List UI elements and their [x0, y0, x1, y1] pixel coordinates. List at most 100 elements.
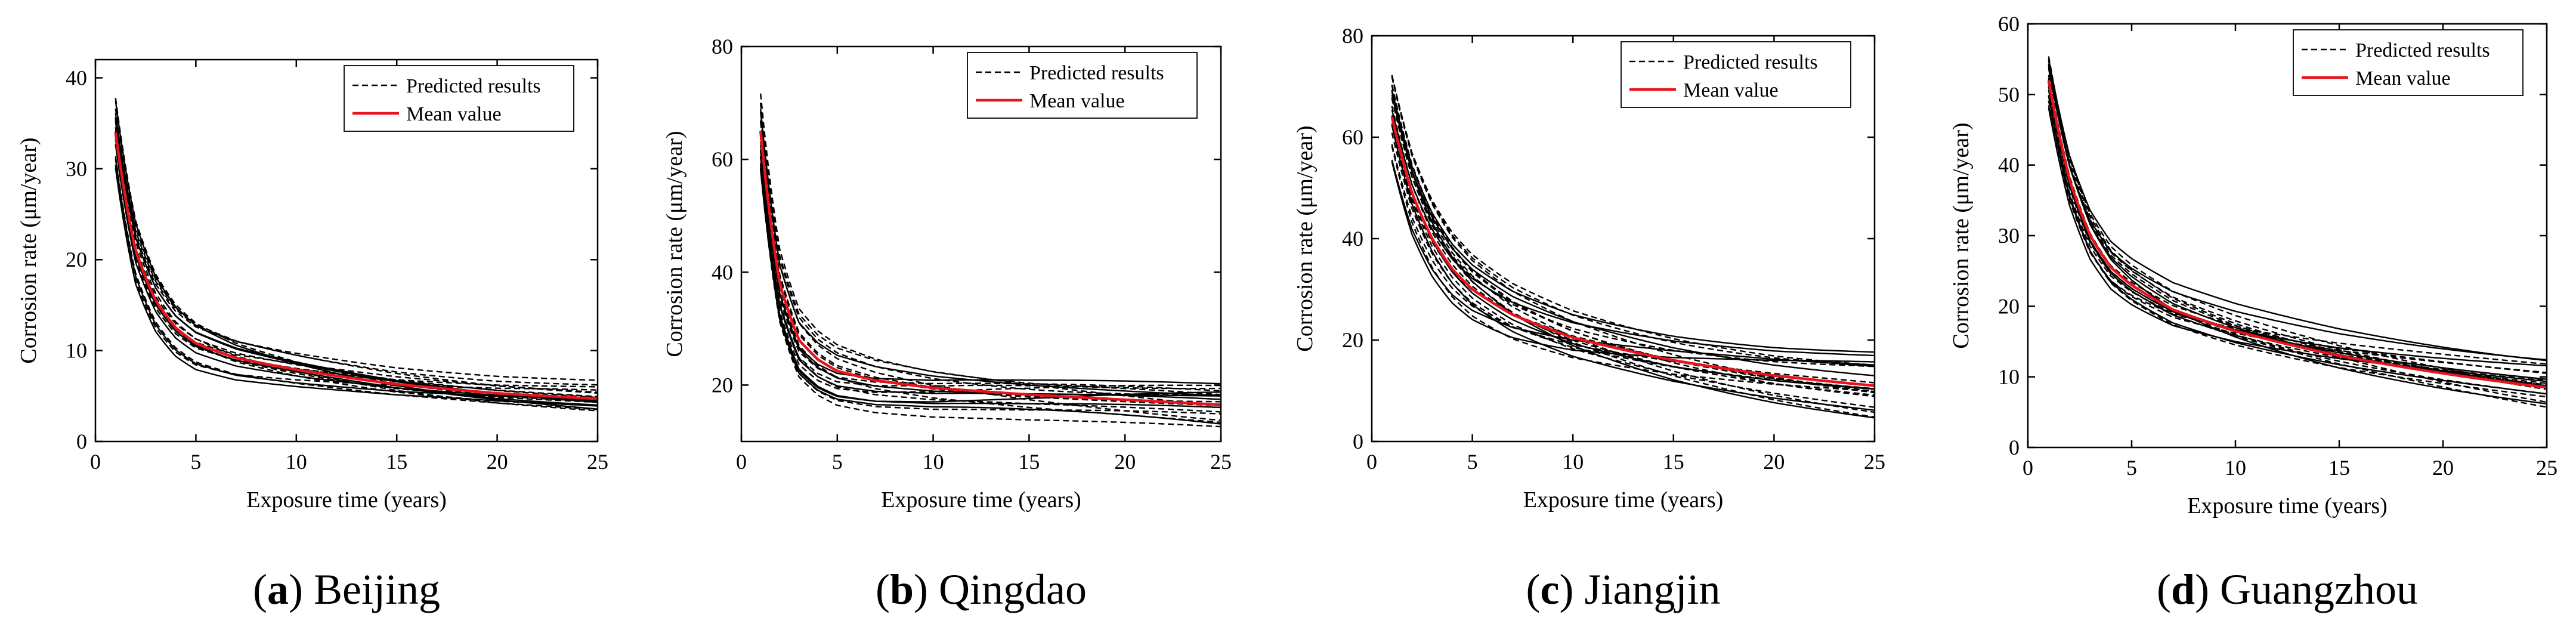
predicted-curve: [760, 156, 1221, 400]
predicted-curve: [1391, 89, 1875, 419]
predicted-curve: [2048, 87, 2547, 387]
x-tick-label: 15: [386, 450, 407, 474]
y-axis-title: Corrosion rate (μm/year): [1292, 125, 1318, 351]
predicted-curve: [1391, 85, 1875, 390]
caption-close-paren: ): [289, 566, 314, 613]
mean-value-curve: [1390, 116, 1875, 387]
caption-open-paren: (: [2157, 566, 2171, 613]
x-tick-label: 15: [1663, 450, 1684, 474]
y-tick-label: 20: [66, 248, 87, 271]
predicted-curves: [760, 93, 1221, 428]
y-tick-label: 40: [1342, 227, 1363, 251]
predicted-curve: [2048, 95, 2547, 374]
x-tick-label: 0: [2023, 456, 2033, 480]
predicted-curve: [1391, 132, 1875, 390]
predicted-curve: [760, 102, 1221, 407]
y-tick-label: 60: [712, 147, 733, 171]
caption-city: Beijing: [314, 566, 440, 613]
predicted-curve: [1391, 94, 1875, 376]
predicted-curve: [2048, 95, 2547, 398]
predicted-curve: [760, 164, 1221, 409]
x-tick-label: 15: [2328, 456, 2350, 480]
y-tick-label: 50: [1998, 82, 2020, 106]
predicted-curve: [760, 168, 1221, 415]
x-tick-label: 20: [1114, 450, 1136, 474]
predicted-curve: [115, 138, 598, 393]
legend: Predicted results Mean value: [1621, 41, 1851, 108]
predicted-curve: [115, 117, 598, 381]
x-tick-label: 0: [736, 450, 747, 474]
y-tick-label: 40: [1998, 153, 2020, 177]
x-tick-label: 25: [1864, 450, 1885, 474]
y-tick-label: 40: [66, 66, 87, 89]
predicted-curve: [1391, 109, 1875, 357]
chart-panel-a: 0 5 10 15 20 25 0 10 20 30 40 Exposure time (years)…: [16, 58, 608, 613]
x-tick-label: 10: [2225, 456, 2246, 480]
predicted-curve: [2048, 107, 2547, 382]
y-tick-label: 10: [66, 339, 87, 363]
predicted-curve: [2048, 85, 2547, 384]
x-tick-label: 10: [1562, 450, 1584, 474]
y-axis-title: Corrosion rate (μm/year): [662, 131, 687, 357]
panel-caption: (b) Qingdao: [876, 566, 1087, 613]
predicted-curve: [115, 108, 598, 386]
chart-panel-d: 0 5 10 15 20 25 0 10 20 30 40 50 60 Exposure time (ye…: [1949, 12, 2558, 613]
predicted-curve: [1391, 91, 1875, 413]
predicted-curve: [760, 109, 1221, 421]
y-tick-label: 60: [1998, 12, 2020, 36]
caption-panel-letter: b: [890, 566, 914, 613]
mean-value-curve: [114, 132, 598, 400]
mean-value-curve: [759, 131, 1221, 406]
legend-box: [967, 52, 1198, 119]
predicted-curve: [115, 121, 598, 412]
caption-open-paren: (: [876, 566, 890, 613]
y-tick-label: 60: [1342, 125, 1363, 149]
y-tick-label: 0: [1353, 430, 1363, 453]
x-axis-title: Exposure time (years): [2187, 493, 2388, 518]
predicted-curve: [760, 169, 1221, 428]
x-tick-label: 5: [832, 450, 843, 474]
predicted-curve: [115, 168, 598, 407]
predicted-curve: [760, 112, 1221, 397]
predicted-curve: [760, 93, 1221, 390]
x-tick-label: 5: [1467, 450, 1478, 474]
predicted-curve: [2048, 56, 2547, 386]
x-tick-label: 25: [1210, 450, 1232, 474]
predicted-curve: [1391, 89, 1875, 353]
panel-caption: (a) Beijing: [253, 566, 440, 613]
x-tick-label: 20: [1763, 450, 1785, 474]
x-tick-label: 0: [1366, 450, 1377, 474]
legend-mean-label: Mean value: [2355, 67, 2451, 89]
x-tick-label: 15: [1018, 450, 1040, 474]
predicted-curve: [760, 163, 1221, 393]
caption-close-paren: ): [2195, 566, 2220, 613]
predicted-curve: [115, 130, 598, 399]
predicted-curve: [2048, 89, 2547, 408]
legend-box: [1621, 41, 1851, 108]
x-tick-label: 25: [587, 450, 608, 474]
predicted-curve: [760, 156, 1221, 396]
legend: Predicted results Mean value: [967, 52, 1198, 119]
caption-close-paren: ): [914, 566, 939, 613]
predicted-curve: [115, 144, 598, 401]
x-axis-title: Exposure time (years): [881, 487, 1081, 512]
legend-box: [2293, 29, 2524, 96]
predicted-curve: [1391, 146, 1875, 393]
chart-panel-c: 0 5 10 15 20 25 0 20 40 60 80 Exposure time (years)…: [1292, 24, 1885, 613]
legend-box: [344, 65, 574, 132]
caption-panel-letter: a: [267, 566, 289, 613]
predicted-curve: [760, 149, 1221, 392]
predicted-curve: [115, 97, 598, 402]
y-tick-label: 30: [1998, 224, 2020, 248]
predicted-curves: [2048, 56, 2547, 408]
predicted-curve: [2048, 105, 2547, 365]
predicted-curve: [115, 138, 598, 410]
predicted-curve: [1391, 159, 1875, 368]
predicted-curve: [760, 122, 1221, 403]
predicted-curve: [115, 159, 598, 400]
y-tick-label: 80: [712, 35, 733, 58]
legend-predicted-label: Predicted results: [406, 75, 541, 97]
x-tick-label: 5: [190, 450, 201, 474]
predicted-curve: [760, 102, 1221, 396]
predicted-curve: [115, 113, 598, 394]
